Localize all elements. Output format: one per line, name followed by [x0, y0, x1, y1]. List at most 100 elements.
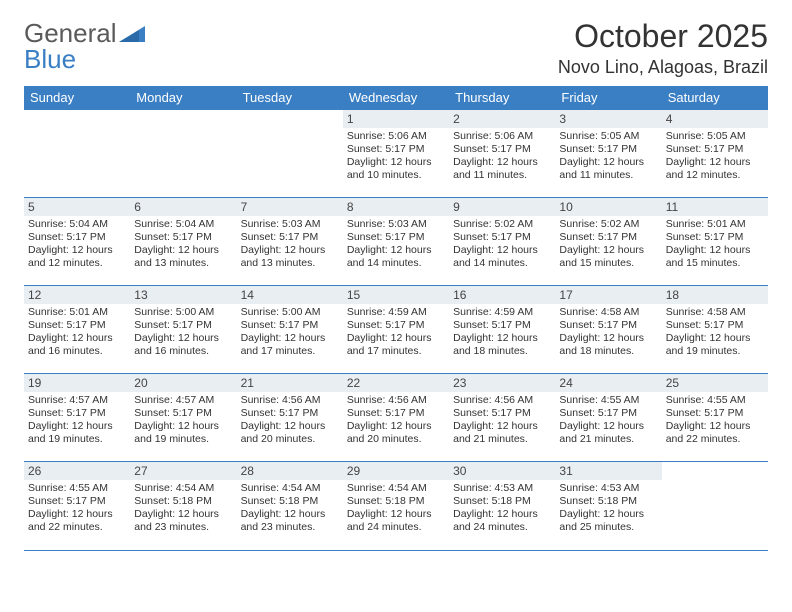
day-info: Sunrise: 5:05 AMSunset: 5:17 PMDaylight:… — [559, 130, 657, 183]
day-number: 4 — [662, 110, 768, 128]
calendar-cell-10: 10 Sunrise: 5:02 AMSunset: 5:17 PMDayligh… — [555, 198, 661, 286]
calendar-row: 5Sunrise: 5:04 AMSunset: 5:17 PMDaylight… — [24, 198, 768, 286]
calendar-cell-14: 14Sunrise: 5:00 AMSunset: 5:17 PMDayligh… — [237, 286, 343, 374]
calendar-cell-7: 7 Sunrise: 5:03 AMSunset: 5:17 PMDaylight… — [237, 198, 343, 286]
day-info: Sunrise: 5:05 AMSunset: 5:17 PMDaylight:… — [666, 130, 764, 183]
day-number: 27 — [130, 462, 236, 480]
calendar-cell-19: 19 Sunrise: 4:57 AMSunset: 5:17 PMDayligh… — [24, 374, 130, 462]
brand-name-2: Blue — [24, 44, 76, 75]
calendar-cell-9: 9 Sunrise: 5:02 AMSunset: 5:17 PMDaylight… — [449, 198, 555, 286]
day-number: 7 — [237, 198, 343, 216]
location-subtitle: Novo Lino, Alagoas, Brazil — [558, 57, 768, 78]
calendar-cell-16: 16 Sunrise: 4:59 AMSunset: 5:17 PMDayligh… — [449, 286, 555, 374]
bottom-rule — [24, 550, 768, 551]
calendar-cell-23: 23 Sunrise: 4:56 AMSunset: 5:17 PMDayligh… — [449, 374, 555, 462]
day-info: Sunrise: 4:56 AMSunset: 5:17 PMDaylight:… — [453, 394, 551, 447]
day-info: Sunrise: 4:57 AMSunset: 5:17 PMDaylight:… — [134, 394, 232, 447]
day-info: Sunrise: 5:03 AMSunset: 5:17 PMDaylight:… — [347, 218, 445, 271]
calendar-row: 26Sunrise: 4:55 AMSunset: 5:17 PMDayligh… — [24, 462, 768, 550]
weekday-sunday: Sunday — [24, 86, 130, 110]
calendar-body: 1Sunrise: 5:06 AMSunset: 5:17 PMDaylight… — [24, 110, 768, 550]
calendar-row: 12 Sunrise: 5:01 AMSunset: 5:17 PMDayligh… — [24, 286, 768, 374]
day-number: 11 — [662, 198, 768, 216]
calendar-cell-3: 3 Sunrise: 5:05 AMSunset: 5:17 PMDaylight… — [555, 110, 661, 198]
day-number: 6 — [130, 198, 236, 216]
day-number: 10 — [555, 198, 661, 216]
day-info: Sunrise: 5:00 AMSunset: 5:17 PMDaylight:… — [134, 306, 232, 359]
day-number: 5 — [24, 198, 130, 216]
weekday-saturday: Saturday — [662, 86, 768, 110]
day-number: 16 — [449, 286, 555, 304]
calendar-row: 1Sunrise: 5:06 AMSunset: 5:17 PMDaylight… — [24, 110, 768, 198]
day-number: 15 — [343, 286, 449, 304]
calendar-cell-5: 5 Sunrise: 5:04 AMSunset: 5:17 PMDaylight… — [24, 198, 130, 286]
calendar-cell-17: 17 Sunrise: 4:58 AMSunset: 5:17 PMDayligh… — [555, 286, 661, 374]
day-number: 17 — [555, 286, 661, 304]
calendar-cell-4: 4 Sunrise: 5:05 AMSunset: 5:17 PMDaylight… — [662, 110, 768, 198]
day-number: 29 — [343, 462, 449, 480]
day-number: 8 — [343, 198, 449, 216]
day-number: 3 — [555, 110, 661, 128]
day-info: Sunrise: 4:58 AMSunset: 5:17 PMDaylight:… — [559, 306, 657, 359]
day-number: 13 — [130, 286, 236, 304]
day-info: Sunrise: 5:03 AMSunset: 5:17 PMDaylight:… — [241, 218, 339, 271]
day-number: 24 — [555, 374, 661, 392]
logo-triangle-icon — [119, 24, 145, 44]
day-number: 30 — [449, 462, 555, 480]
day-number: 19 — [24, 374, 130, 392]
day-number: 28 — [237, 462, 343, 480]
calendar-cell-empty — [130, 110, 236, 198]
calendar-row: 19Sunrise: 4:57 AMSunset: 5:17 PMDayligh… — [24, 374, 768, 462]
header: General October 2025 Novo Lino, Alagoas,… — [24, 18, 768, 78]
day-info: Sunrise: 4:54 AMSunset: 5:18 PMDaylight:… — [347, 482, 445, 535]
day-info: Sunrise: 4:53 AMSunset: 5:18 PMDaylight:… — [559, 482, 657, 535]
calendar-cell-15: 15Sunrise: 4:59 AMSunset: 5:17 PMDayligh… — [343, 286, 449, 374]
weekday-thursday: Thursday — [449, 86, 555, 110]
calendar-cell-27: 27Sunrise: 4:54 AMSunset: 5:18 PMDayligh… — [130, 462, 236, 550]
calendar-cell-1: 1Sunrise: 5:06 AMSunset: 5:17 PMDaylight… — [343, 110, 449, 198]
day-number: 12 — [24, 286, 130, 304]
day-info: Sunrise: 5:06 AMSunset: 5:17 PMDaylight:… — [453, 130, 551, 183]
day-info: Sunrise: 4:57 AMSunset: 5:17 PMDaylight:… — [28, 394, 126, 447]
day-info: Sunrise: 4:55 AMSunset: 5:17 PMDaylight:… — [559, 394, 657, 447]
day-number: 21 — [237, 374, 343, 392]
calendar-cell-31: 31 Sunrise: 4:53 AMSunset: 5:18 PMDayligh… — [555, 462, 661, 550]
day-number: 18 — [662, 286, 768, 304]
day-info: Sunrise: 5:06 AMSunset: 5:17 PMDaylight:… — [347, 130, 445, 183]
day-info: Sunrise: 5:01 AMSunset: 5:17 PMDaylight:… — [666, 218, 764, 271]
calendar-cell-25: 25 Sunrise: 4:55 AMSunset: 5:17 PMDayligh… — [662, 374, 768, 462]
day-info: Sunrise: 5:04 AMSunset: 5:17 PMDaylight:… — [134, 218, 232, 271]
calendar-cell-26: 26Sunrise: 4:55 AMSunset: 5:17 PMDayligh… — [24, 462, 130, 550]
day-number: 25 — [662, 374, 768, 392]
day-info: Sunrise: 4:56 AMSunset: 5:17 PMDaylight:… — [241, 394, 339, 447]
weekday-wednesday: Wednesday — [343, 86, 449, 110]
day-info: Sunrise: 4:59 AMSunset: 5:17 PMDaylight:… — [453, 306, 551, 359]
day-number: 22 — [343, 374, 449, 392]
day-info: Sunrise: 5:00 AMSunset: 5:17 PMDaylight:… — [241, 306, 339, 359]
day-info: Sunrise: 4:55 AMSunset: 5:17 PMDaylight:… — [666, 394, 764, 447]
calendar-cell-empty — [662, 462, 768, 550]
weekday-monday: Monday — [130, 86, 236, 110]
calendar-cell-22: 22 Sunrise: 4:56 AMSunset: 5:17 PMDayligh… — [343, 374, 449, 462]
calendar-cell-2: 2 Sunrise: 5:06 AMSunset: 5:17 PMDaylight… — [449, 110, 555, 198]
calendar-cell-29: 29 Sunrise: 4:54 AMSunset: 5:18 PMDayligh… — [343, 462, 449, 550]
day-number: 20 — [130, 374, 236, 392]
day-info: Sunrise: 4:56 AMSunset: 5:17 PMDaylight:… — [347, 394, 445, 447]
day-info: Sunrise: 5:04 AMSunset: 5:17 PMDaylight:… — [28, 218, 126, 271]
calendar-cell-empty — [24, 110, 130, 198]
weekday-header-row: SundayMondayTuesdayWednesdayThursdayFrid… — [24, 86, 768, 110]
day-number: 2 — [449, 110, 555, 128]
day-number: 26 — [24, 462, 130, 480]
day-number: 31 — [555, 462, 661, 480]
calendar-cell-6: 6 Sunrise: 5:04 AMSunset: 5:17 PMDaylight… — [130, 198, 236, 286]
weekday-friday: Friday — [555, 86, 661, 110]
calendar-cell-28: 28Sunrise: 4:54 AMSunset: 5:18 PMDayligh… — [237, 462, 343, 550]
day-info: Sunrise: 5:02 AMSunset: 5:17 PMDaylight:… — [559, 218, 657, 271]
day-info: Sunrise: 5:01 AMSunset: 5:17 PMDaylight:… — [28, 306, 126, 359]
day-info: Sunrise: 5:02 AMSunset: 5:17 PMDaylight:… — [453, 218, 551, 271]
day-number: 9 — [449, 198, 555, 216]
calendar-cell-11: 11 Sunrise: 5:01 AMSunset: 5:17 PMDayligh… — [662, 198, 768, 286]
calendar-cell-18: 18Sunrise: 4:58 AMSunset: 5:17 PMDayligh… — [662, 286, 768, 374]
calendar-cell-13: 13 Sunrise: 5:00 AMSunset: 5:17 PMDayligh… — [130, 286, 236, 374]
day-number: 23 — [449, 374, 555, 392]
